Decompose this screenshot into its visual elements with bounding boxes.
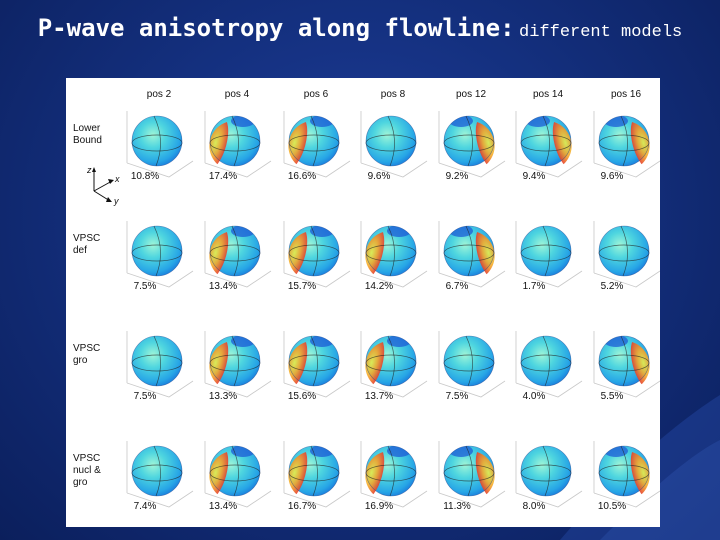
- anisotropy-value-label: 16.9%: [365, 501, 393, 512]
- anisotropy-sphere: [438, 111, 506, 178]
- anisotropy-sphere: [515, 331, 583, 398]
- anisotropy-value-label: 13.4%: [209, 501, 237, 512]
- position-label: pos 4: [225, 89, 250, 100]
- position-label: pos 8: [381, 89, 406, 100]
- title-subtitle-text: different models: [519, 23, 683, 42]
- position-label: pos 12: [456, 89, 486, 100]
- anisotropy-sphere: [438, 331, 506, 398]
- anisotropy-value-label: 17.4%: [209, 171, 237, 182]
- anisotropy-value-label: 7.5%: [134, 281, 157, 292]
- anisotropy-value-label: 16.6%: [288, 171, 316, 182]
- anisotropy-value-label: 15.7%: [288, 281, 316, 292]
- anisotropy-value-label: 7.4%: [134, 501, 157, 512]
- anisotropy-sphere: [282, 221, 351, 288]
- anisotropy-sphere: [438, 221, 506, 288]
- anisotropy-sphere: [126, 221, 194, 288]
- anisotropy-value-label: 4.0%: [523, 391, 546, 402]
- position-label: pos 2: [147, 89, 172, 100]
- anisotropy-value-label: 7.5%: [446, 391, 469, 402]
- anisotropy-sphere: [282, 331, 351, 398]
- anisotropy-value-label: 11.3%: [443, 501, 471, 512]
- anisotropy-value-label: 6.7%: [446, 281, 469, 292]
- anisotropy-sphere: [282, 111, 351, 178]
- anisotropy-sphere: [282, 441, 351, 508]
- anisotropy-sphere: [593, 221, 660, 288]
- coordinate-axes-icon: z x y: [86, 165, 120, 206]
- axis-x-label: x: [114, 174, 120, 184]
- anisotropy-value-label: 15.6%: [288, 391, 316, 402]
- anisotropy-sphere: [359, 221, 428, 288]
- anisotropy-value-label: 5.5%: [601, 391, 624, 402]
- anisotropy-value-label: 9.6%: [368, 171, 391, 182]
- anisotropy-value-label: 10.8%: [131, 171, 159, 182]
- anisotropy-value-label: 13.3%: [209, 391, 237, 402]
- anisotropy-sphere: [203, 441, 272, 508]
- axis-z-label: z: [86, 165, 92, 175]
- axis-y-label: y: [113, 196, 119, 206]
- position-label: pos 14: [533, 89, 563, 100]
- title-main-text: P-wave anisotropy along flowline: [37, 14, 501, 42]
- anisotropy-value-label: 13.4%: [209, 281, 237, 292]
- anisotropy-value-label: 16.7%: [288, 501, 316, 512]
- anisotropy-sphere: [360, 111, 428, 178]
- anisotropy-sphere: [203, 111, 272, 178]
- anisotropy-sphere: [126, 441, 194, 508]
- anisotropy-sphere: [515, 111, 583, 178]
- anisotropy-value-label: 14.2%: [365, 281, 393, 292]
- anisotropy-figure-panel: pos 2 pos 4 pos 6 pos 8 pos 12 pos 14 pos 16 Lo…: [66, 78, 660, 527]
- anisotropy-value-label: 1.7%: [523, 281, 546, 292]
- anisotropy-figure-svg: pos 2 pos 4 pos 6 pos 8 pos 12 pos 14 pos 16 Lo…: [73, 89, 660, 512]
- anisotropy-sphere: [359, 331, 428, 398]
- anisotropy-sphere: [126, 111, 194, 178]
- model-label: VPSC gro: [73, 343, 100, 366]
- anisotropy-sphere: [203, 331, 272, 398]
- anisotropy-sphere: [515, 441, 583, 508]
- anisotropy-value-label: 9.2%: [446, 171, 469, 182]
- anisotropy-value-label: 9.6%: [601, 171, 624, 182]
- model-label: VPSC nucl & gro: [73, 453, 101, 488]
- anisotropy-sphere: [126, 331, 194, 398]
- anisotropy-sphere: [515, 221, 583, 288]
- anisotropy-value-label: 8.0%: [523, 501, 546, 512]
- anisotropy-sphere: [593, 331, 660, 398]
- anisotropy-sphere: [359, 441, 428, 508]
- anisotropy-value-label: 10.5%: [598, 501, 626, 512]
- anisotropy-value-label: 5.2%: [601, 281, 624, 292]
- anisotropy-value-label: 9.4%: [523, 171, 546, 182]
- position-label: pos 16: [611, 89, 641, 100]
- anisotropy-sphere: [593, 441, 660, 508]
- anisotropy-sphere: [593, 111, 660, 178]
- anisotropy-sphere: [438, 441, 506, 508]
- model-label: Lower Bound: [73, 123, 102, 146]
- anisotropy-value-label: 7.5%: [134, 391, 157, 402]
- model-label: VPSC def: [73, 233, 100, 256]
- title-colon: :: [500, 14, 515, 42]
- slide-title: P-wave anisotropy along flowline: differ…: [0, 14, 720, 42]
- anisotropy-sphere: [203, 221, 272, 288]
- position-label: pos 6: [304, 89, 329, 100]
- anisotropy-value-label: 13.7%: [365, 391, 393, 402]
